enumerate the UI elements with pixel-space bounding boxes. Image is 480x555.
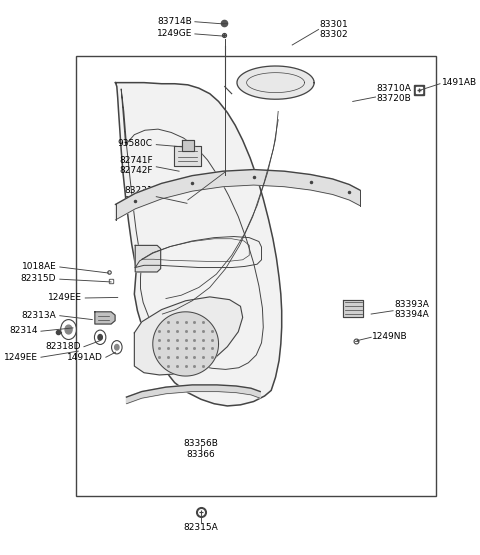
Polygon shape — [153, 312, 218, 376]
Text: 1249EE: 1249EE — [48, 293, 82, 302]
Circle shape — [65, 325, 72, 334]
Text: 93580C: 93580C — [118, 139, 153, 148]
Polygon shape — [237, 66, 314, 99]
Text: 83356B
83366: 83356B 83366 — [183, 440, 218, 459]
Polygon shape — [95, 312, 115, 324]
Text: 82318D: 82318D — [45, 342, 81, 351]
Polygon shape — [126, 385, 260, 403]
Polygon shape — [116, 83, 282, 406]
Text: 82315A: 82315A — [184, 523, 218, 532]
Text: 82741F
82742F: 82741F 82742F — [119, 156, 153, 175]
Text: 83393A
83394A: 83393A 83394A — [395, 300, 430, 319]
Polygon shape — [135, 245, 161, 272]
Text: 82313A: 82313A — [22, 311, 56, 320]
Text: 83710A
83720B: 83710A 83720B — [376, 84, 411, 103]
Text: 1491AD: 1491AD — [66, 353, 102, 362]
Circle shape — [98, 335, 102, 340]
Text: 1249NB: 1249NB — [372, 332, 408, 341]
Text: 82315D: 82315D — [21, 274, 56, 283]
Polygon shape — [182, 140, 194, 152]
Polygon shape — [174, 146, 201, 166]
Polygon shape — [343, 300, 363, 317]
Polygon shape — [116, 169, 360, 220]
Text: 1491AB: 1491AB — [442, 78, 477, 87]
Bar — [76, 56, 436, 496]
Text: 1249GE: 1249GE — [157, 29, 192, 38]
Text: 82314: 82314 — [10, 326, 38, 335]
Text: 83714B: 83714B — [157, 17, 192, 26]
Circle shape — [115, 345, 119, 350]
Polygon shape — [134, 297, 243, 375]
Text: 1249EE: 1249EE — [4, 353, 38, 362]
Text: 83231
83241: 83231 83241 — [124, 186, 153, 205]
Text: 83301
83302: 83301 83302 — [319, 20, 348, 39]
Text: 1018AE: 1018AE — [22, 262, 56, 271]
